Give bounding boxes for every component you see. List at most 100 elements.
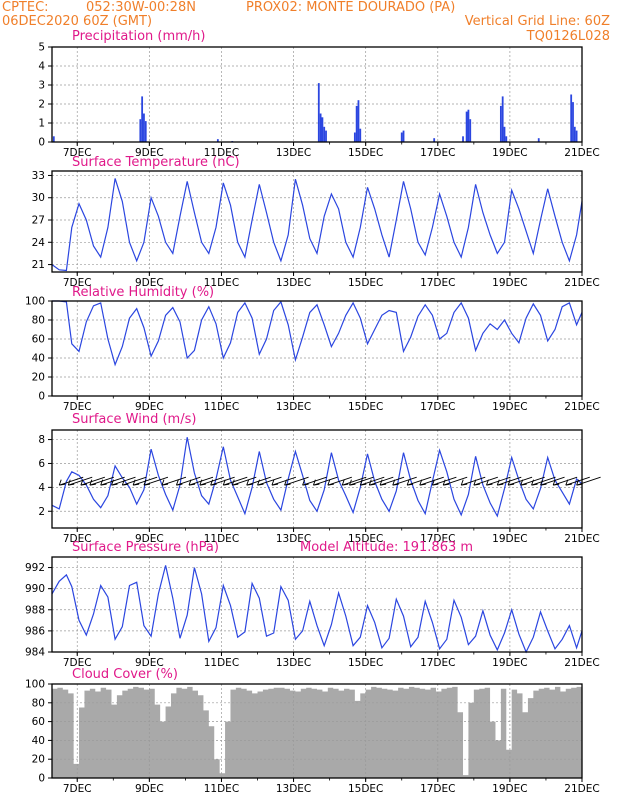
wind-direction-arrow [531, 476, 556, 486]
x-tick-label: 17DEC [420, 147, 455, 159]
x-tick-label: 19DEC [492, 147, 527, 159]
y-tick-label: 20 [32, 754, 45, 766]
y-tick-label: 80 [32, 697, 45, 709]
wind-direction-arrow [284, 476, 309, 486]
wind-direction-arrow [359, 476, 385, 486]
x-tick-label: 13DEC [276, 657, 311, 669]
x-tick-label: 13DEC [276, 533, 311, 545]
y-tick-label: 1 [38, 118, 45, 130]
precipitation-bar [139, 119, 142, 142]
cloud-cover-area [52, 686, 582, 778]
wind-direction-arrow [327, 476, 352, 486]
precipitation-bar [353, 132, 356, 142]
temperature-title: Surface Temperature (nC) [72, 155, 240, 170]
wind-direction-arrow [58, 476, 84, 486]
x-tick-label: 13DEC [276, 277, 311, 289]
precipitation-bar [359, 128, 362, 142]
x-tick-label: 11DEC [204, 277, 239, 289]
x-tick-label: 7DEC [63, 277, 92, 289]
precipitation-bar [52, 136, 55, 142]
x-tick-label: 21DEC [564, 147, 599, 159]
wind-direction-arrow [161, 476, 187, 486]
x-tick-label: 19DEC [492, 533, 527, 545]
x-tick-label: 15DEC [348, 277, 383, 289]
header: CPTEC: 052:30W-00:28N PROX02: MONTE DOUR… [2, 0, 610, 44]
precipitation-bar [325, 130, 327, 142]
x-tick-label: 15DEC [348, 657, 383, 669]
x-tick-label: 7DEC [63, 147, 92, 159]
precipitation-bar [462, 136, 464, 142]
x-tick-label: 11DEC [204, 147, 239, 159]
y-tick-label: 5 [38, 42, 45, 54]
wind-direction-arrow [341, 476, 367, 486]
series-line [51, 437, 583, 518]
y-tick-label: 20 [32, 372, 45, 384]
wind-direction-arrow [379, 476, 405, 486]
x-tick-label: 13DEC [276, 783, 311, 795]
wind-direction-arrow [419, 476, 444, 486]
series-line [51, 178, 583, 272]
y-tick-label: 4 [38, 61, 45, 73]
precipitation-bar [469, 119, 472, 142]
temperature-panel: Surface Temperature (nC) 21 24 27 30 33 7DEC 9… [32, 155, 600, 289]
y-tick-label: 80 [32, 315, 45, 327]
x-tick-label: 7DEC [63, 783, 92, 795]
wind-direction-arrow [312, 476, 338, 486]
x-tick-label: 9DEC [135, 277, 164, 289]
x-tick-label: 7DEC [63, 533, 92, 545]
x-tick-label: 15DEC [348, 147, 383, 159]
x-tick-label: 19DEC [492, 657, 527, 669]
precipitation-bar [216, 139, 219, 142]
x-tick-label: 9DEC [135, 533, 164, 545]
y-tick-label: 984 [25, 647, 45, 659]
y-tick-label: 3 [38, 80, 45, 92]
x-tick-label: 17DEC [420, 401, 455, 413]
y-tick-label: 30 [32, 192, 45, 204]
y-tick-label: 60 [32, 334, 45, 346]
precipitation-bar [400, 132, 403, 142]
cloud-cover-title: Cloud Cover (%) [72, 667, 178, 682]
precipitation-bar [499, 105, 502, 142]
x-tick-label: 9DEC [135, 783, 164, 795]
wind-direction-arrow [576, 476, 601, 486]
precipitation-bar [355, 105, 358, 142]
wind-direction-arrow [442, 476, 468, 486]
header-model-id: TQ0126L028 [526, 29, 610, 44]
panel-frame [51, 429, 583, 529]
y-tick-label: 100 [25, 679, 45, 691]
precipitation-bar [143, 113, 145, 142]
y-tick-label: 27 [32, 215, 45, 227]
x-tick-label: 11DEC [204, 533, 239, 545]
precipitation-bar [144, 121, 147, 142]
wind-direction-arrow [392, 476, 417, 486]
y-tick-label: 6 [38, 458, 45, 470]
wind-panel: Surface Wind (m/s) 2 4 6 8 7DEC 9DEC 11DEC 13DE… [38, 412, 601, 545]
wind-direction-arrow [222, 476, 248, 486]
x-tick-label: 15DEC [348, 783, 383, 795]
y-tick-label: 2 [38, 99, 45, 111]
x-tick-label: 9DEC [135, 401, 164, 413]
cloud-cover-panel: Cloud Cover (%) 0 20 40 60 80 100 7DEC 9DEC 11DE… [25, 667, 600, 795]
wind-direction-arrow [507, 476, 533, 486]
x-tick-label: 13DEC [276, 401, 311, 413]
y-tick-label: 24 [32, 237, 46, 249]
precipitation-bar [501, 96, 504, 142]
x-tick-label: 17DEC [420, 657, 455, 669]
panel-frame [51, 170, 583, 273]
panel-frame [51, 683, 583, 779]
header-station: PROX02: MONTE DOURADO (PA) [246, 0, 455, 15]
wind-direction-arrow [406, 476, 432, 486]
precipitation-bar [570, 94, 573, 142]
x-tick-label: 21DEC [564, 401, 599, 413]
precipitation-bar [321, 117, 324, 142]
pressure-panel: Surface Pressure (hPa) Model Altitude: 1… [25, 540, 600, 669]
x-tick-label: 9DEC [135, 147, 164, 159]
precipitation-bar [402, 130, 405, 142]
wind-direction-arrow [80, 476, 105, 486]
humidity-panel: Relative Humidity (%) 0 20 40 60 80 100 7DEC 9D… [25, 285, 600, 413]
model-altitude-annotation: Model Altitude: 191.863 m [300, 540, 473, 555]
y-tick-label: 0 [38, 391, 45, 403]
x-tick-label: 21DEC [564, 533, 599, 545]
x-tick-label: 17DEC [420, 783, 455, 795]
